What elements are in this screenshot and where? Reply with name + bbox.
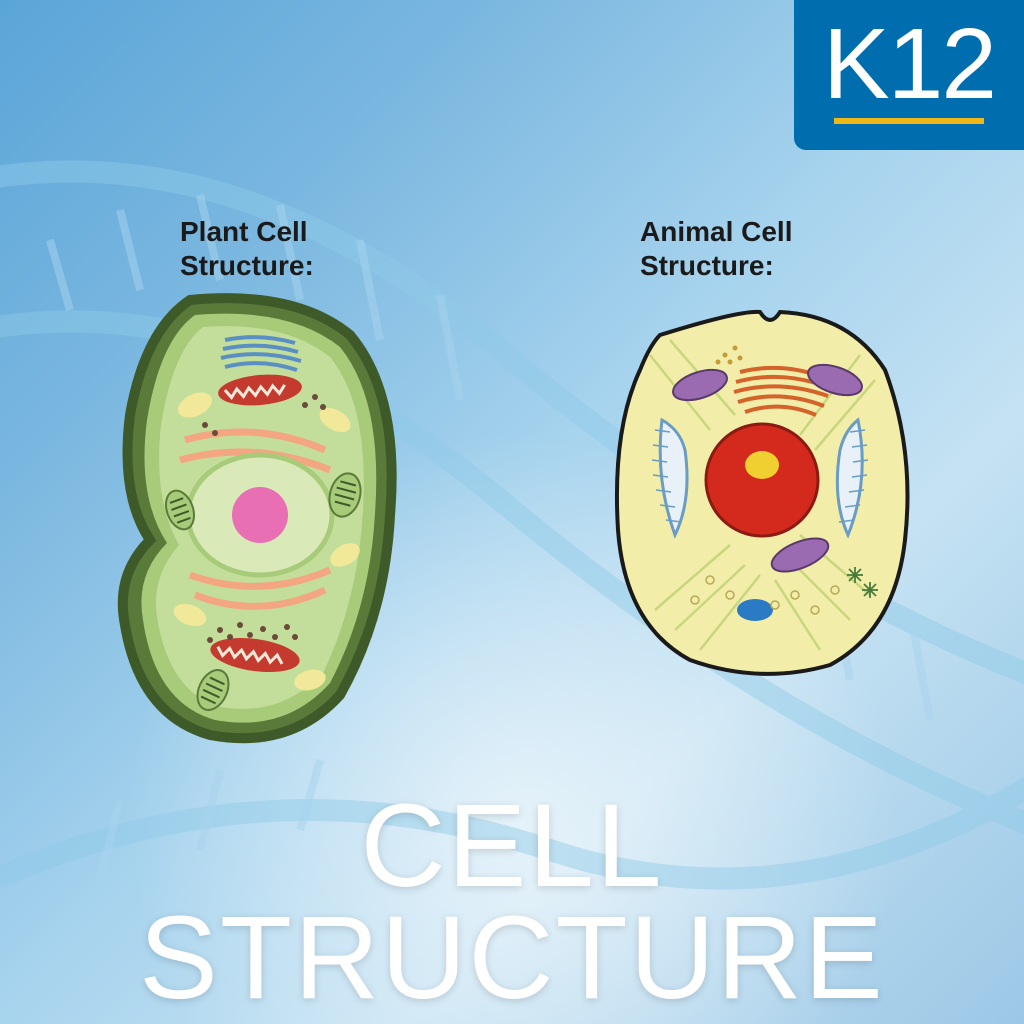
- title-line1: CELL: [0, 790, 1024, 902]
- plant-cell-label: Plant Cell Structure:: [180, 215, 314, 282]
- logo-underline: [834, 118, 984, 124]
- logo-text: K12: [823, 14, 995, 114]
- animal-cell-diagram: [600, 300, 920, 680]
- main-title: CELL STRUCTURE: [0, 790, 1024, 1014]
- title-line2: STRUCTURE: [0, 902, 1024, 1014]
- k12-logo: K12: [794, 0, 1024, 150]
- plant-cell-diagram: [95, 285, 415, 755]
- animal-cell-label: Animal Cell Structure:: [640, 215, 792, 282]
